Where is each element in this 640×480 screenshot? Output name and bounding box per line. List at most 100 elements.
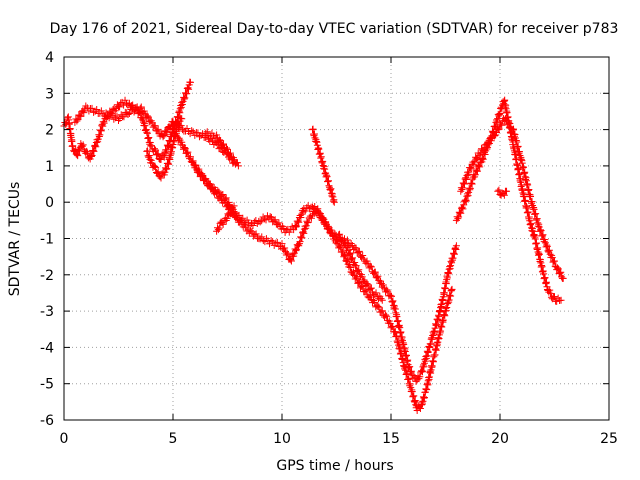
data-point <box>292 247 300 255</box>
data-point <box>146 155 154 163</box>
data-point <box>232 212 240 220</box>
data-point <box>209 184 217 192</box>
data-point <box>379 281 387 289</box>
data-point <box>348 254 356 262</box>
data-point <box>462 197 470 205</box>
data-point <box>341 252 349 260</box>
data-point <box>154 125 162 133</box>
data-point <box>527 192 535 200</box>
data-point <box>287 256 295 264</box>
data-point <box>150 145 158 153</box>
data-point <box>249 222 257 230</box>
data-point <box>179 126 187 134</box>
data-point <box>495 186 503 194</box>
data-point <box>180 93 188 101</box>
data-point <box>77 112 85 120</box>
data-point <box>336 230 344 238</box>
data-point <box>355 247 363 255</box>
data-point <box>186 153 194 161</box>
data-point <box>473 167 481 175</box>
data-point <box>336 242 344 250</box>
data-point <box>495 125 503 133</box>
data-point <box>87 153 95 161</box>
data-point <box>152 164 160 172</box>
x-tick-label: 25 <box>600 431 618 447</box>
data-point <box>546 286 554 294</box>
data-point <box>460 201 468 209</box>
data-point <box>271 216 279 224</box>
data-point <box>71 146 79 154</box>
data-point <box>163 165 171 173</box>
data-point <box>300 229 308 237</box>
data-point <box>178 101 186 109</box>
data-point <box>223 214 231 222</box>
data-point <box>480 146 488 154</box>
data-point <box>471 171 479 179</box>
data-point <box>179 145 187 153</box>
data-point <box>293 222 301 230</box>
data-point <box>93 106 101 114</box>
data-point <box>448 285 456 293</box>
data-point <box>548 254 556 262</box>
data-point <box>541 236 549 244</box>
data-point <box>452 242 460 250</box>
data-point <box>528 198 536 206</box>
data-point <box>534 219 542 227</box>
data-point <box>468 179 476 187</box>
data-point <box>122 100 130 108</box>
data-series <box>494 186 511 199</box>
data-point <box>120 113 128 121</box>
data-point <box>363 280 371 288</box>
data-point <box>281 244 289 252</box>
data-point <box>291 221 299 229</box>
data-point <box>291 245 299 253</box>
data-point <box>285 228 293 236</box>
y-tick-label: 0 <box>45 195 54 211</box>
data-point <box>320 215 328 223</box>
data-series <box>457 115 567 282</box>
data-point <box>483 140 491 148</box>
data-point <box>162 164 170 172</box>
data-point <box>383 312 391 320</box>
data-point <box>464 192 472 200</box>
data-point <box>367 284 375 292</box>
data-point <box>217 137 225 145</box>
data-point <box>463 190 471 198</box>
data-point <box>293 246 301 254</box>
data-point <box>374 272 382 280</box>
data-point <box>475 161 483 169</box>
data-point <box>457 209 465 217</box>
chart-title: Day 176 of 2021, Sidereal Day-to-day VTE… <box>50 21 619 37</box>
data-point <box>470 160 478 168</box>
data-point <box>192 161 200 169</box>
data-point <box>99 118 107 126</box>
data-point <box>557 268 565 276</box>
data-point <box>154 168 162 176</box>
data-point <box>90 147 98 155</box>
data-point <box>503 187 511 195</box>
data-point <box>269 238 277 246</box>
data-point <box>198 170 206 178</box>
data-point <box>97 107 105 115</box>
data-point <box>189 157 197 165</box>
data-point <box>78 142 86 150</box>
data-point <box>170 125 178 133</box>
data-point <box>543 242 551 250</box>
data-point <box>459 205 467 213</box>
data-point <box>343 256 351 264</box>
data-point <box>479 154 487 162</box>
x-tick-label: 0 <box>60 431 69 447</box>
data-point <box>335 244 343 252</box>
data-point <box>359 277 367 285</box>
data-point <box>459 184 467 192</box>
data-point <box>406 380 414 388</box>
data-point <box>275 219 283 227</box>
data-point <box>227 210 235 218</box>
data-point <box>402 366 410 374</box>
data-point <box>330 232 338 240</box>
data-point <box>364 281 372 289</box>
data-point <box>186 78 194 86</box>
data-point <box>330 198 338 206</box>
data-series <box>213 202 238 235</box>
